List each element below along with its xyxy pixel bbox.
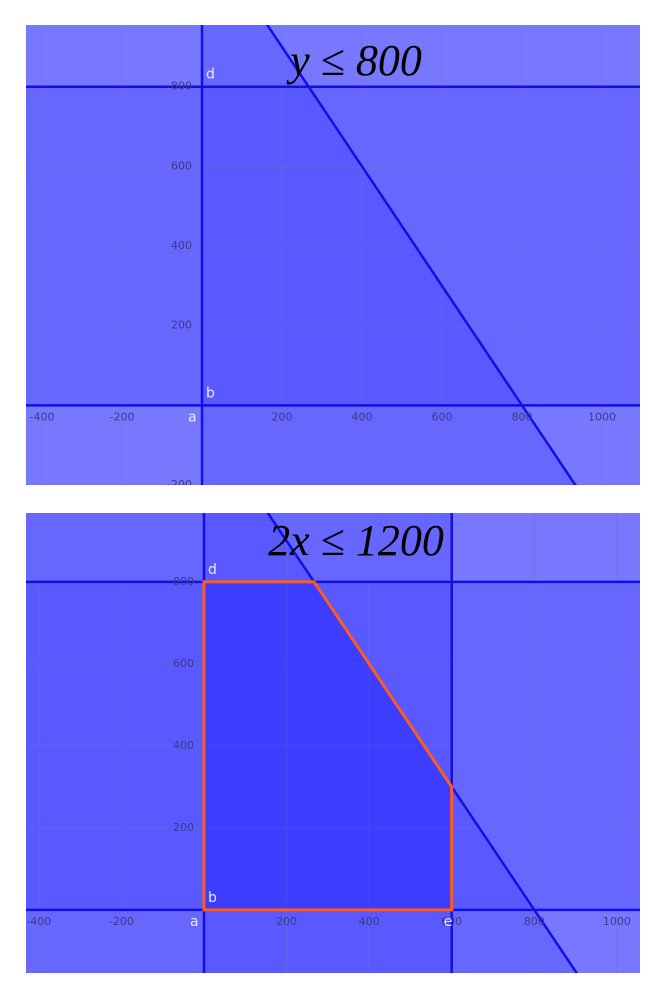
point-label: b [208, 890, 217, 906]
x-tick-label: 600 [441, 915, 462, 928]
x-tick-label: -200 [110, 410, 135, 423]
point-label: e [444, 914, 453, 930]
y-tick-label: 600 [173, 657, 194, 670]
shaded-region [26, 513, 640, 910]
plot-panel: -400 -200 200 400 600 800 1000 200 400 600 800 ab d e… [26, 513, 640, 973]
y-tick-label: 400 [171, 239, 192, 252]
y-tick-label: 200 [173, 821, 194, 834]
x-tick-label: 400 [359, 915, 380, 928]
formula: 2x ≤ 1200 [268, 516, 444, 565]
y-tick-label: 800 [171, 80, 192, 93]
background [26, 513, 640, 973]
boundary-line [265, 25, 577, 485]
y-tick-label: 400 [173, 739, 194, 752]
x-tick-label: -400 [26, 915, 51, 928]
y-tick-label: 200 [171, 319, 192, 332]
plot-panel: -400 -200 200 400 600 800 1000 -200 200 400 600 800… [26, 25, 640, 491]
x-tick-label: 600 [432, 410, 453, 423]
feasible-region [202, 580, 454, 912]
shaded-region [26, 86, 640, 485]
x-tick-label: 1000 [603, 915, 631, 928]
x-tick-label: 200 [272, 410, 293, 423]
point-label: b [206, 385, 215, 401]
shaded-region [26, 581, 640, 973]
x-tick-label: 800 [512, 410, 533, 423]
point-label: d [206, 67, 215, 83]
x-tick-label: 800 [524, 915, 545, 928]
shaded-region [26, 25, 640, 406]
point-label: a [188, 409, 197, 425]
y-tick-label: 600 [171, 159, 192, 172]
x-tick-label: 1000 [588, 410, 616, 423]
x-tick-label: -200 [109, 915, 134, 928]
shaded-region [26, 25, 576, 485]
shaded-region [26, 513, 577, 973]
point-label: d [208, 562, 217, 578]
point-label: a [190, 914, 199, 930]
formula: y ≤ 800 [286, 36, 422, 85]
y-tick-label: 800 [173, 575, 194, 588]
background [26, 25, 640, 485]
x-tick-label: 200 [276, 915, 297, 928]
y-tick-label: -200 [167, 478, 192, 491]
x-tick-label: 400 [352, 410, 373, 423]
x-tick-label: -400 [30, 410, 55, 423]
